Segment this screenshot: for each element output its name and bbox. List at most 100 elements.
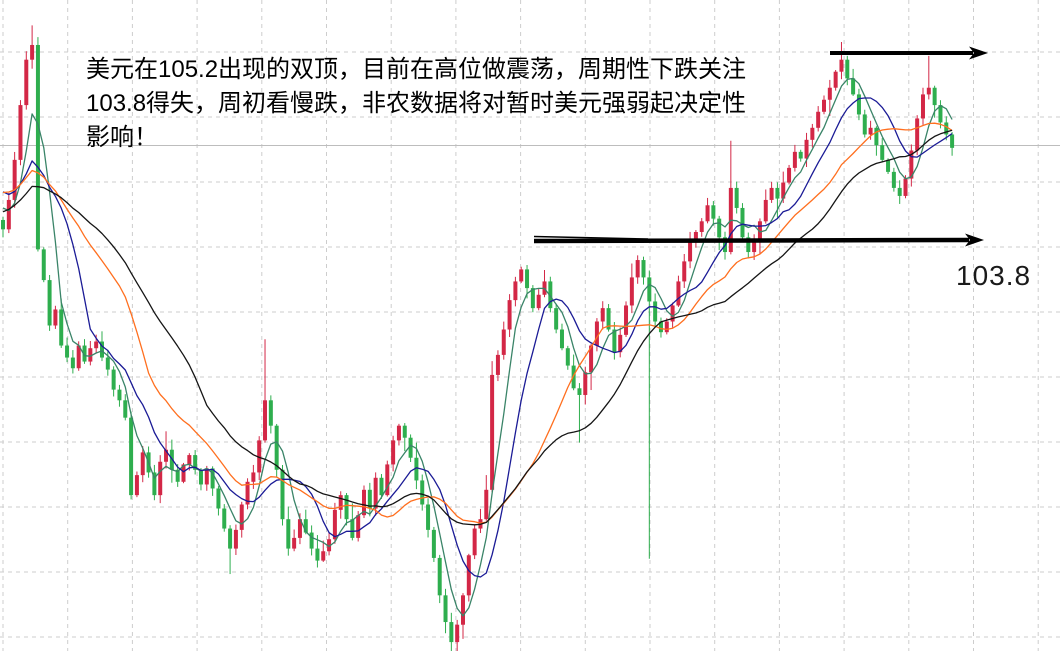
candle-body <box>455 624 460 643</box>
candle-body <box>886 159 891 172</box>
candle-body <box>746 237 751 253</box>
candle-body <box>338 495 343 510</box>
candle-body <box>851 78 856 95</box>
candle-body <box>606 308 611 330</box>
candle-body <box>624 305 629 335</box>
candle-body <box>822 99 827 112</box>
candle-body <box>682 261 687 282</box>
candle-body <box>583 372 588 395</box>
support-arrow-head <box>965 233 984 247</box>
ma5-line <box>2 77 953 617</box>
candle-body <box>198 469 203 485</box>
candle-body <box>204 468 209 485</box>
candle-body <box>228 528 233 549</box>
candle-body <box>862 114 867 135</box>
candle-body <box>70 357 75 369</box>
candle-body <box>880 145 885 160</box>
candle-body <box>274 425 279 470</box>
candle-body <box>263 400 268 441</box>
candle-body <box>35 44 40 250</box>
candle-body <box>385 464 390 496</box>
candle-body <box>332 509 337 540</box>
candle-body <box>140 452 145 476</box>
candle-body <box>525 269 530 289</box>
candle-body <box>437 557 442 596</box>
candle-body <box>629 277 634 306</box>
candle-body <box>641 260 646 278</box>
candle-body <box>426 504 431 530</box>
candle-body <box>6 199 11 230</box>
candle-body <box>344 495 349 520</box>
candle-body <box>839 59 844 72</box>
candle-body <box>816 111 821 128</box>
candle-body <box>24 59 29 106</box>
candle-body <box>577 388 582 395</box>
candle-body <box>554 308 559 330</box>
candle-body <box>501 329 506 355</box>
candle-body <box>12 159 17 200</box>
candle-body <box>484 489 489 520</box>
candle-body <box>891 171 896 188</box>
candle-body <box>792 151 797 168</box>
candle-body <box>530 288 535 309</box>
candle-body <box>670 305 675 322</box>
ma30-line <box>2 129 953 526</box>
annotation-line-3: 影响！ <box>86 124 158 151</box>
candle-body <box>41 249 46 281</box>
support-arrow <box>533 237 970 244</box>
candle-body <box>734 187 739 208</box>
candle-body <box>519 269 524 282</box>
candle-body <box>292 537 297 549</box>
candle-body <box>915 118 920 151</box>
candle-body <box>309 532 314 549</box>
candle-body <box>874 127 879 146</box>
candle-body <box>472 528 477 556</box>
candle-body <box>460 595 465 625</box>
candle-body <box>158 461 163 496</box>
candle-body <box>449 622 454 643</box>
stray-stroke <box>533 235 649 240</box>
candle-body <box>396 425 401 441</box>
candle-body <box>431 529 436 558</box>
candle-body <box>245 481 250 505</box>
candle-body <box>932 87 937 106</box>
candle-body <box>798 151 803 159</box>
candle-body <box>99 341 104 358</box>
candle-body <box>763 199 768 222</box>
candle-body <box>59 309 64 346</box>
candle-body <box>367 489 372 509</box>
candle-body <box>944 122 949 135</box>
candle-body <box>548 281 553 309</box>
candle-body <box>868 127 873 135</box>
candle-body <box>752 241 757 253</box>
candle-body <box>495 354 500 375</box>
candle-body <box>268 400 273 426</box>
candle-body <box>717 218 722 238</box>
candle-body <box>589 345 594 373</box>
candle-body <box>286 519 291 549</box>
candle-body <box>164 449 169 462</box>
candle-body <box>420 480 425 505</box>
candle-body <box>711 205 716 219</box>
candle-body <box>175 469 180 482</box>
candle-body <box>222 508 227 529</box>
candle-body <box>408 437 413 458</box>
candle-body <box>123 400 128 418</box>
candle-body <box>105 357 110 370</box>
candle-body <box>134 475 139 496</box>
candle-body <box>612 329 617 353</box>
candle-body <box>350 519 355 538</box>
candle-body <box>950 134 955 148</box>
candle-body <box>321 551 326 561</box>
candle-body <box>443 595 448 623</box>
ma10-line <box>2 97 953 578</box>
support-level-label: 103.8 <box>956 260 1032 291</box>
candle-body <box>909 150 914 179</box>
analyst-annotation: 美元在105.2出现的双顶，目前在高位做震荡，周期性下跌关注 103.8得失，周… <box>86 53 746 155</box>
candle-body <box>47 280 52 326</box>
candle-body <box>775 187 780 199</box>
candle-body <box>181 464 186 482</box>
candle-body <box>315 548 320 561</box>
candle-body <box>827 87 832 100</box>
